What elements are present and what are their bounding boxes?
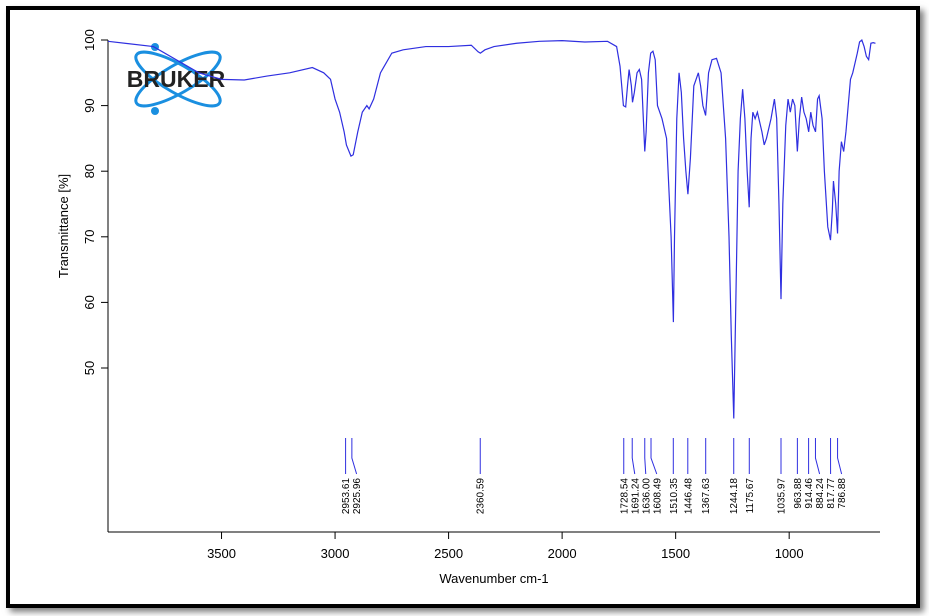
logo-orbit — [134, 50, 222, 108]
peak-label: 1636.00 — [641, 478, 652, 515]
peak-marker — [644, 438, 647, 475]
peak-label: 2925.96 — [352, 478, 363, 515]
peak-label: 1175.67 — [745, 478, 756, 514]
y-tick-label: 90 — [82, 98, 97, 112]
peak-label: 1691.24 — [630, 478, 641, 515]
peak-marker — [814, 438, 821, 475]
logo-text: BRUKER — [127, 66, 226, 92]
logo: BRUKER — [127, 43, 226, 115]
peak-label: 2953.61 — [341, 478, 352, 515]
peak-label: 2360.59 — [476, 478, 487, 515]
peak-marker — [837, 438, 843, 475]
logo-orbit — [134, 50, 222, 108]
peak-label: 963.88 — [793, 478, 804, 509]
peak-label: 884.24 — [815, 478, 826, 509]
peak-label: 1244.18 — [729, 478, 740, 515]
y-tick-label: 80 — [82, 164, 97, 178]
peak-label: 1367.63 — [701, 478, 712, 515]
peak-marker — [631, 438, 636, 475]
peak-label: 1510.35 — [669, 478, 680, 515]
x-tick-label: 1500 — [661, 546, 690, 561]
peak-label: 1446.48 — [683, 478, 694, 515]
y-tick-label: 100 — [82, 29, 97, 51]
y-axis-label: Transmittance [%] — [56, 174, 71, 278]
peak-marker — [351, 438, 358, 475]
peak-marker — [650, 438, 658, 475]
x-tick-label: 2000 — [548, 546, 577, 561]
peak-label: 914.46 — [804, 478, 815, 509]
peak-label: 1035.97 — [777, 478, 788, 515]
x-axis-label: Wavenumber cm-1 — [439, 571, 548, 586]
x-tick-label: 3500 — [207, 546, 236, 561]
y-tick-label: 70 — [82, 230, 97, 244]
x-tick-label: 1000 — [775, 546, 804, 561]
peak-label: 786.88 — [837, 478, 848, 509]
peak-label: 817.77 — [826, 478, 837, 509]
y-tick-label: 60 — [82, 295, 97, 309]
logo-dot — [151, 107, 159, 115]
frame — [6, 6, 920, 608]
peak-label: 1608.49 — [652, 478, 663, 515]
x-tick-label: 3000 — [321, 546, 350, 561]
x-tick-label: 2500 — [434, 546, 463, 561]
spectrum-line — [107, 38, 876, 419]
peak-label: 1728.54 — [619, 478, 630, 515]
y-tick-label: 50 — [82, 361, 97, 375]
